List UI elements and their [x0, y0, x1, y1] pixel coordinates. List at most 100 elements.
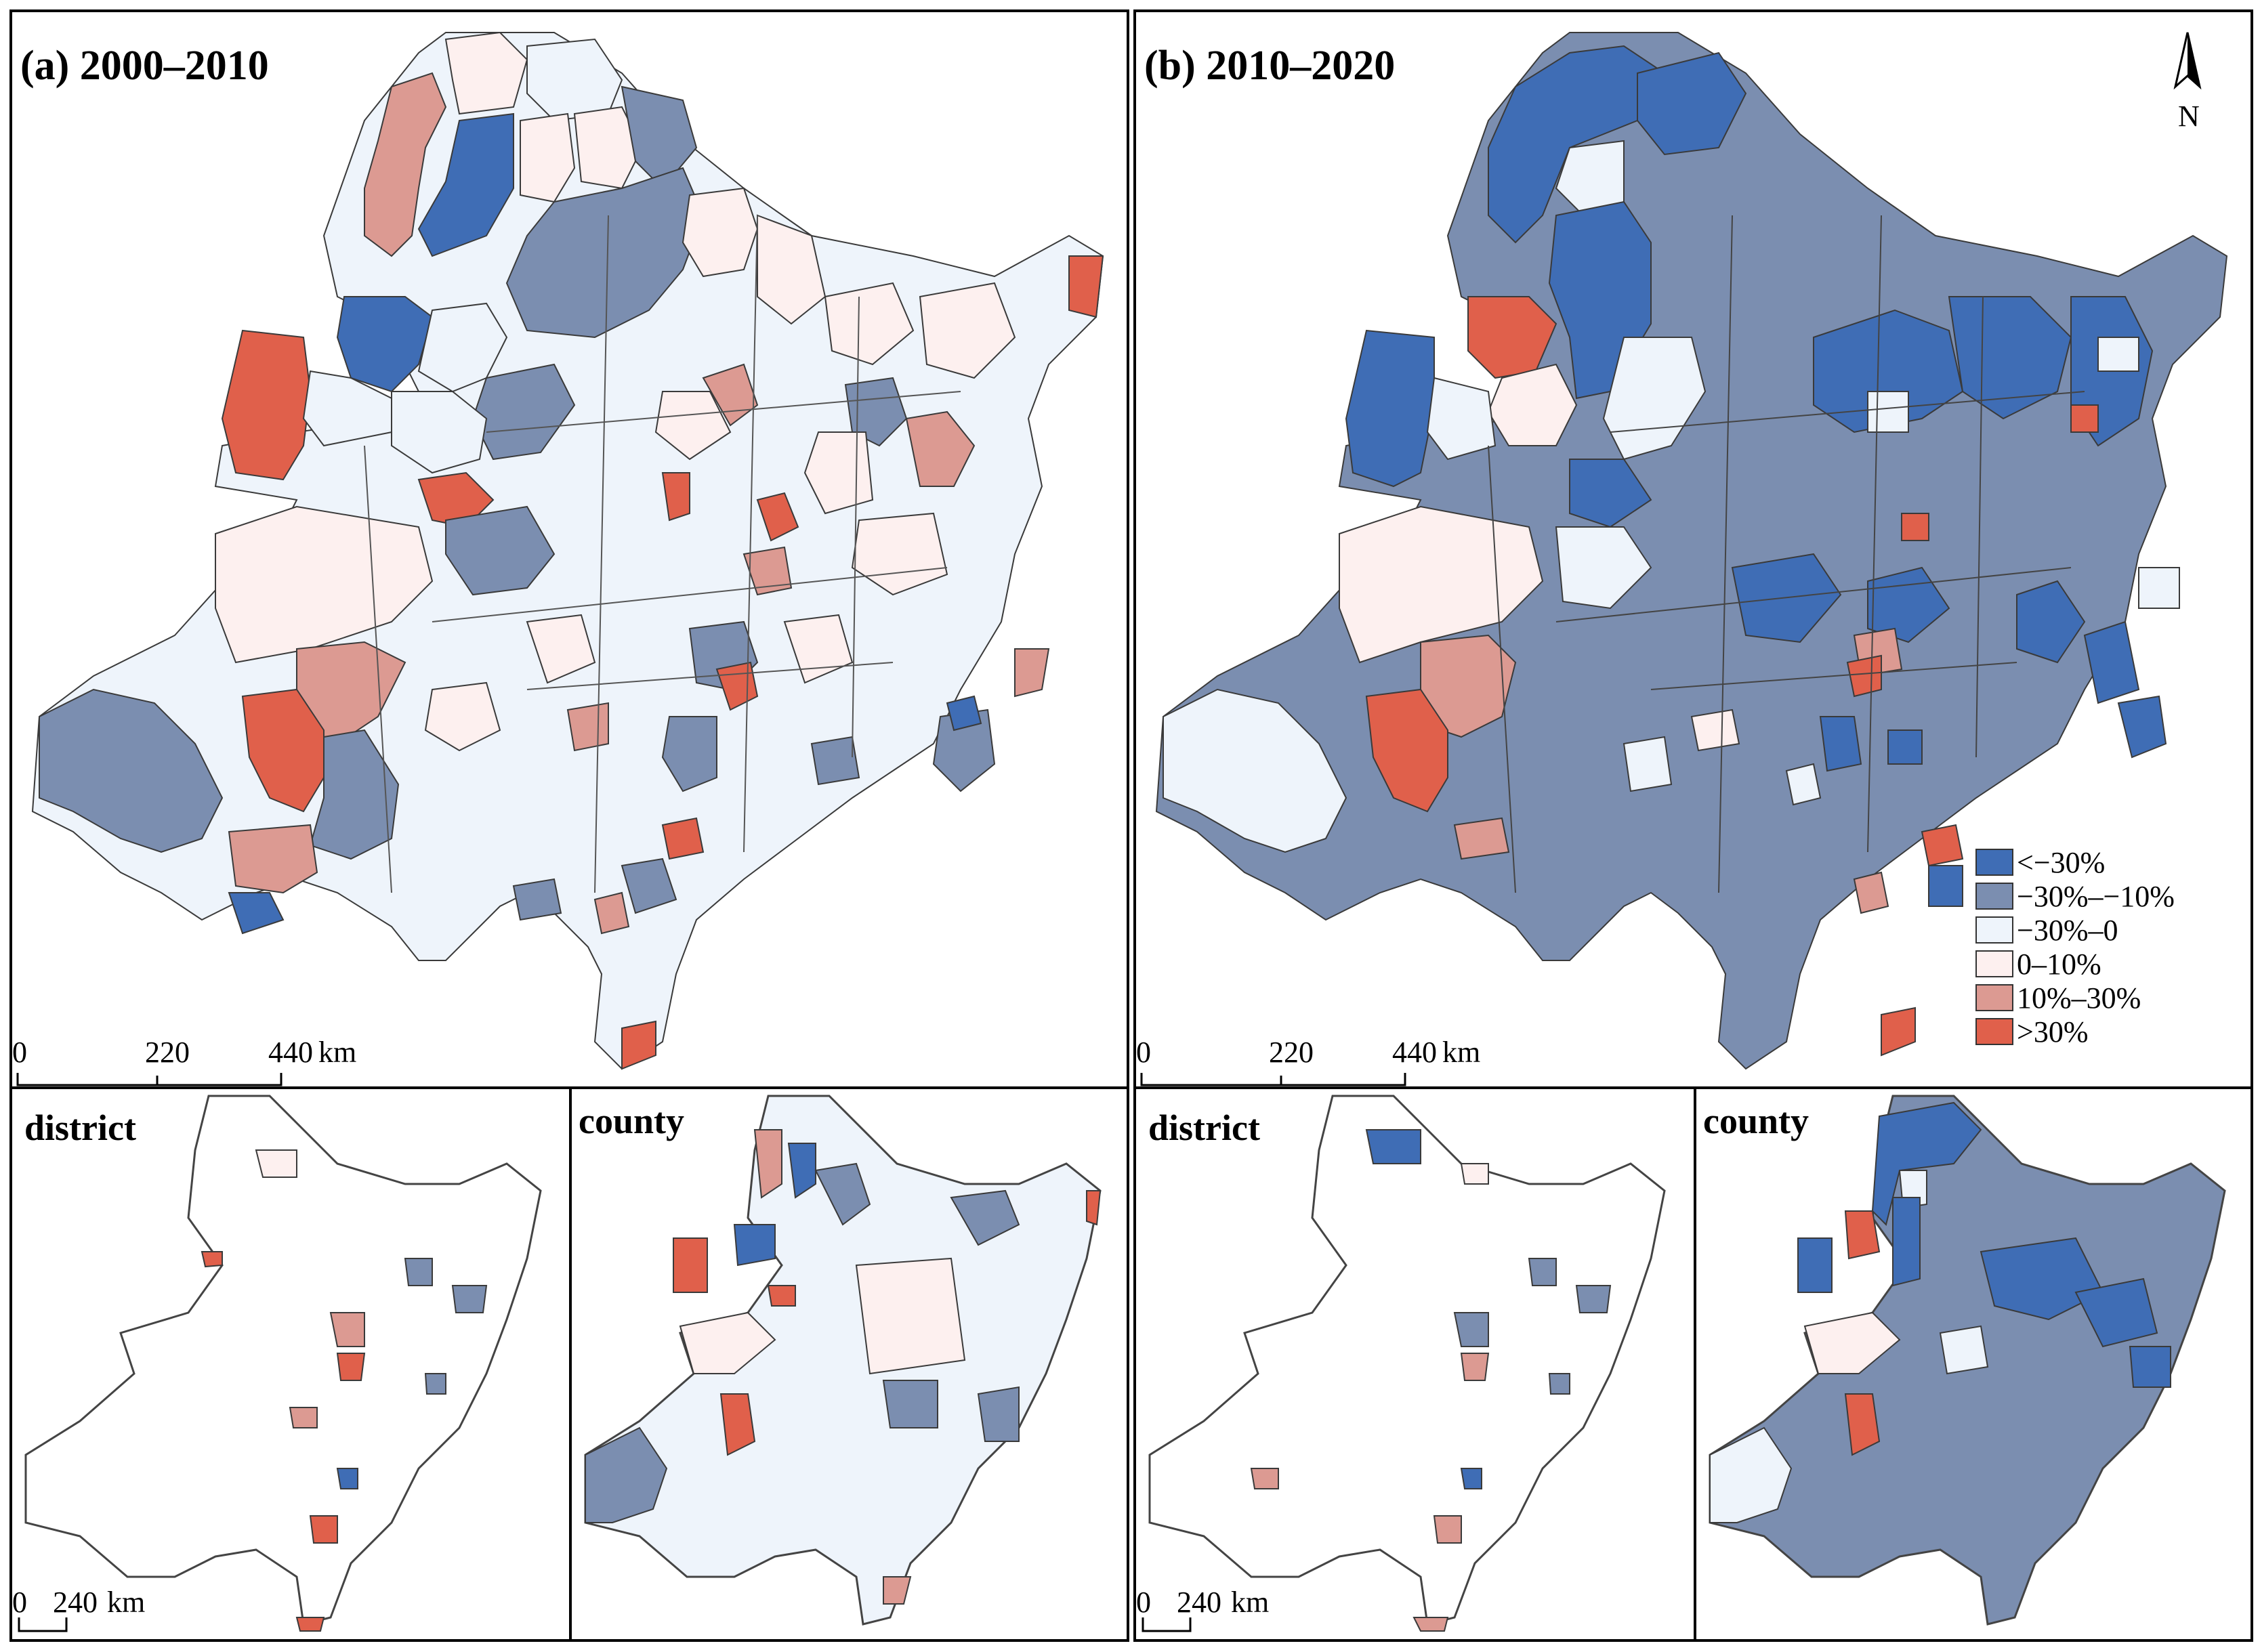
panel-a-main: 0 220 440 km (a) 2000–2010 — [12, 12, 1127, 1086]
region — [1528, 1258, 1557, 1286]
region — [585, 1426, 668, 1523]
panel-a-inset-divider — [569, 1086, 572, 1642]
region — [2129, 1346, 2171, 1388]
map-b-county — [1709, 1095, 2226, 1626]
region — [289, 1407, 318, 1428]
region — [444, 31, 528, 115]
scale-bar-b-inset: 0 240 km — [1136, 1586, 1269, 1632]
region — [883, 1576, 912, 1605]
region — [364, 72, 447, 257]
region — [1453, 1312, 1489, 1347]
map-b-main: N <−30%−30%–−10%−30%–00–10%10%–30%>30% 0… — [1136, 32, 2228, 1086]
region — [654, 391, 732, 461]
legend-swatch-3 — [1975, 916, 2013, 944]
region — [1797, 1237, 1833, 1293]
scale-inset-tick-0: 0 — [1136, 1586, 1151, 1619]
region — [512, 878, 562, 921]
map-b-regions — [1155, 32, 2228, 1070]
region — [919, 282, 1016, 379]
panel-b-title: (b) 2010–2020 — [1144, 43, 1396, 89]
panel-b-county-title: county — [1703, 1101, 1809, 1141]
scale-bar-a-inset: 0 240 km — [12, 1586, 145, 1632]
region — [932, 708, 996, 792]
region — [719, 1393, 756, 1456]
legend-label-6: >30% — [2017, 1015, 2088, 1049]
region — [1412, 1617, 1449, 1632]
panel-b-divider — [1136, 1086, 2251, 1089]
region — [621, 1020, 656, 1070]
scale-inset-unit: km — [107, 1586, 145, 1619]
panel-a-district: district 0 240 km — [12, 1089, 569, 1639]
region — [1948, 296, 2072, 420]
region — [445, 505, 556, 596]
region — [810, 736, 860, 786]
region — [1623, 736, 1673, 792]
region — [39, 688, 224, 853]
region — [573, 106, 644, 190]
region — [757, 214, 826, 325]
region — [1892, 1197, 1921, 1287]
region — [1887, 729, 1923, 765]
region — [661, 817, 705, 860]
region — [1163, 688, 1347, 853]
map-b-borders — [1488, 215, 2085, 893]
legend-swatch-1 — [1975, 849, 2013, 876]
region — [404, 1258, 433, 1286]
region — [201, 1251, 223, 1268]
region — [1068, 255, 1104, 318]
north-label: N — [2178, 100, 2200, 133]
region — [814, 1162, 871, 1226]
scale-unit: km — [318, 1036, 356, 1069]
region — [1921, 824, 1964, 867]
legend-label-1: <−30% — [2017, 846, 2105, 879]
region — [673, 1237, 708, 1293]
region — [424, 681, 501, 752]
legend-swatch-2 — [1975, 883, 2013, 910]
region — [753, 1129, 782, 1199]
region — [1555, 526, 1652, 610]
scale-bar-b-main: 0 220 440 km — [1136, 1036, 1480, 1086]
scale-unit: km — [1442, 1036, 1480, 1069]
legend-swatch-5 — [1975, 984, 2013, 1011]
region — [1460, 1353, 1490, 1381]
region — [1602, 337, 1707, 461]
region — [783, 614, 854, 684]
region — [2070, 404, 2099, 433]
region — [391, 391, 488, 474]
region — [1881, 1007, 1916, 1057]
region — [336, 1468, 358, 1489]
region — [905, 410, 976, 487]
region — [417, 471, 495, 528]
region — [1453, 817, 1510, 860]
scale-tick-2: 440 — [268, 1036, 313, 1069]
region — [621, 85, 698, 190]
region — [2097, 337, 2139, 372]
region — [228, 892, 285, 935]
region — [1803, 1311, 1901, 1374]
region — [661, 472, 690, 522]
panel-b-main: N <−30% −30%–−10% −30%–0 0–10% 10%–30% >30% 0… — [1136, 12, 2251, 1086]
region — [1853, 871, 1889, 914]
region — [1339, 505, 1544, 664]
region — [621, 857, 677, 914]
scale-inset-unit: km — [1231, 1586, 1269, 1619]
map-a-county — [584, 1095, 1102, 1626]
region — [451, 1285, 488, 1313]
region — [593, 891, 630, 935]
region — [1901, 513, 1929, 541]
region — [1426, 377, 1497, 461]
region — [661, 716, 717, 792]
region — [1345, 329, 1435, 488]
map-a-district — [24, 1095, 542, 1632]
panel-a-district-title: district — [24, 1107, 136, 1148]
panel-a-county-title: county — [579, 1101, 685, 1141]
region — [844, 377, 908, 447]
region — [733, 1224, 776, 1267]
panel-a-county: county — [572, 1089, 1127, 1639]
region — [1433, 1515, 1462, 1544]
region — [1871, 1101, 1982, 1226]
legend-swatch-4 — [1975, 950, 2013, 977]
region — [1928, 865, 1963, 907]
region — [1365, 1129, 1421, 1164]
region — [309, 729, 400, 860]
